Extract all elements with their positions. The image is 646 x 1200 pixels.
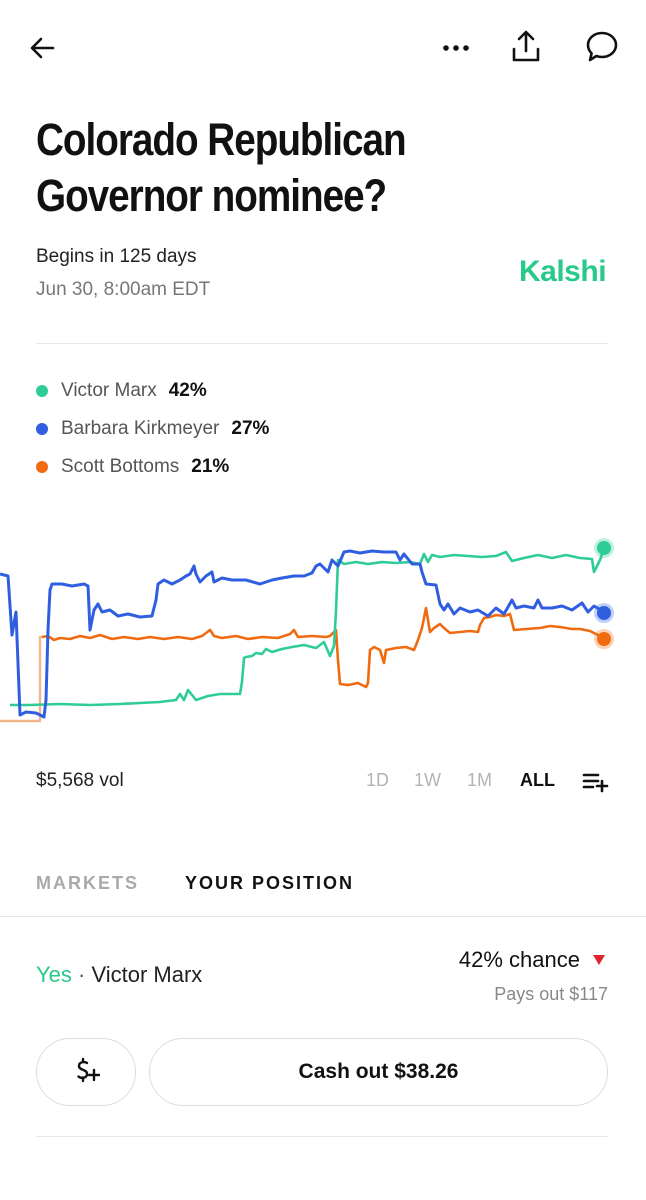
trend-down-icon (593, 955, 605, 965)
legend-percent: 42% (168, 380, 207, 401)
more-horizontal-icon (443, 45, 469, 51)
dollar-plus-icon (77, 1057, 101, 1083)
legend-name: Scott Bottoms (61, 456, 180, 477)
green-dot-icon (36, 385, 48, 397)
begins-text: Begins in 125 days (36, 246, 197, 267)
series-line-barbara-kirkmeyer (0, 549, 605, 719)
legend-name: Barbara Kirkmeyer (61, 418, 220, 439)
position-side: Yes (36, 962, 72, 987)
divider (36, 343, 608, 344)
market-title: Colorado Republican Governor nominee? (36, 114, 407, 221)
comment-icon (586, 31, 618, 62)
chart-legend: Victor Marx 42% Barbara Kirkmeyer 27% Sc… (36, 372, 269, 486)
legend-item-scott-bottoms: Scott Bottoms 21% (36, 448, 269, 486)
separator: · (78, 962, 86, 987)
range-1m[interactable]: 1M (467, 770, 493, 790)
blue-dot-icon (36, 423, 48, 435)
payout-text: Pays out $117 (494, 984, 608, 1004)
series-endpoint-victor-marx-dot (597, 541, 611, 555)
chance-value: 42% chance (458, 947, 580, 972)
range-1d[interactable]: 1D (366, 770, 390, 790)
range-all[interactable]: ALL (520, 770, 555, 790)
divider (0, 916, 646, 917)
legend-item-barbara-kirkmeyer: Barbara Kirkmeyer 27% (36, 410, 269, 448)
series-line-scott-bottoms (41, 606, 605, 689)
share-button[interactable] (506, 26, 546, 66)
legend-item-victor-marx: Victor Marx 42% (36, 372, 269, 410)
position-label: Yes · Victor Marx (36, 962, 202, 988)
top-bar (0, 0, 646, 96)
tab-markets[interactable]: MARKETS (36, 873, 139, 893)
volume-label: $5,568 vol (36, 770, 124, 791)
position-candidate: Victor Marx (91, 962, 203, 987)
legend-percent: 27% (231, 418, 270, 439)
series-endpoint-scott-bottoms-dot (597, 632, 611, 646)
legend-percent: 21% (191, 456, 230, 477)
orange-dot-icon (36, 461, 48, 473)
arrow-left-icon (30, 37, 55, 59)
cash-out-button[interactable]: Cash out $38.26 (149, 1038, 608, 1106)
price-chart[interactable] (0, 500, 646, 750)
divider (36, 1136, 608, 1137)
start-date: Jun 30, 8:00am EDT (36, 279, 211, 300)
comment-button[interactable] (581, 26, 623, 68)
kalshi-logo: Kalshi (519, 255, 607, 288)
legend-name: Victor Marx (61, 380, 157, 401)
chart-settings-button[interactable] (580, 768, 612, 796)
tab-your-position[interactable]: YOUR POSITION (185, 873, 355, 893)
add-funds-button[interactable] (36, 1038, 136, 1106)
range-1w[interactable]: 1W (414, 770, 441, 790)
more-button[interactable] (436, 28, 476, 68)
series-line-scott-bottoms-history (0, 635, 42, 723)
share-icon (512, 30, 540, 62)
playlist-add-icon (582, 773, 609, 793)
time-range-selector: 1D 1W 1M ALL (350, 770, 620, 794)
back-button[interactable] (22, 28, 62, 68)
series-line-victor-marx (10, 547, 606, 707)
series-endpoint-barbara-kirkmeyer-dot (597, 606, 611, 620)
